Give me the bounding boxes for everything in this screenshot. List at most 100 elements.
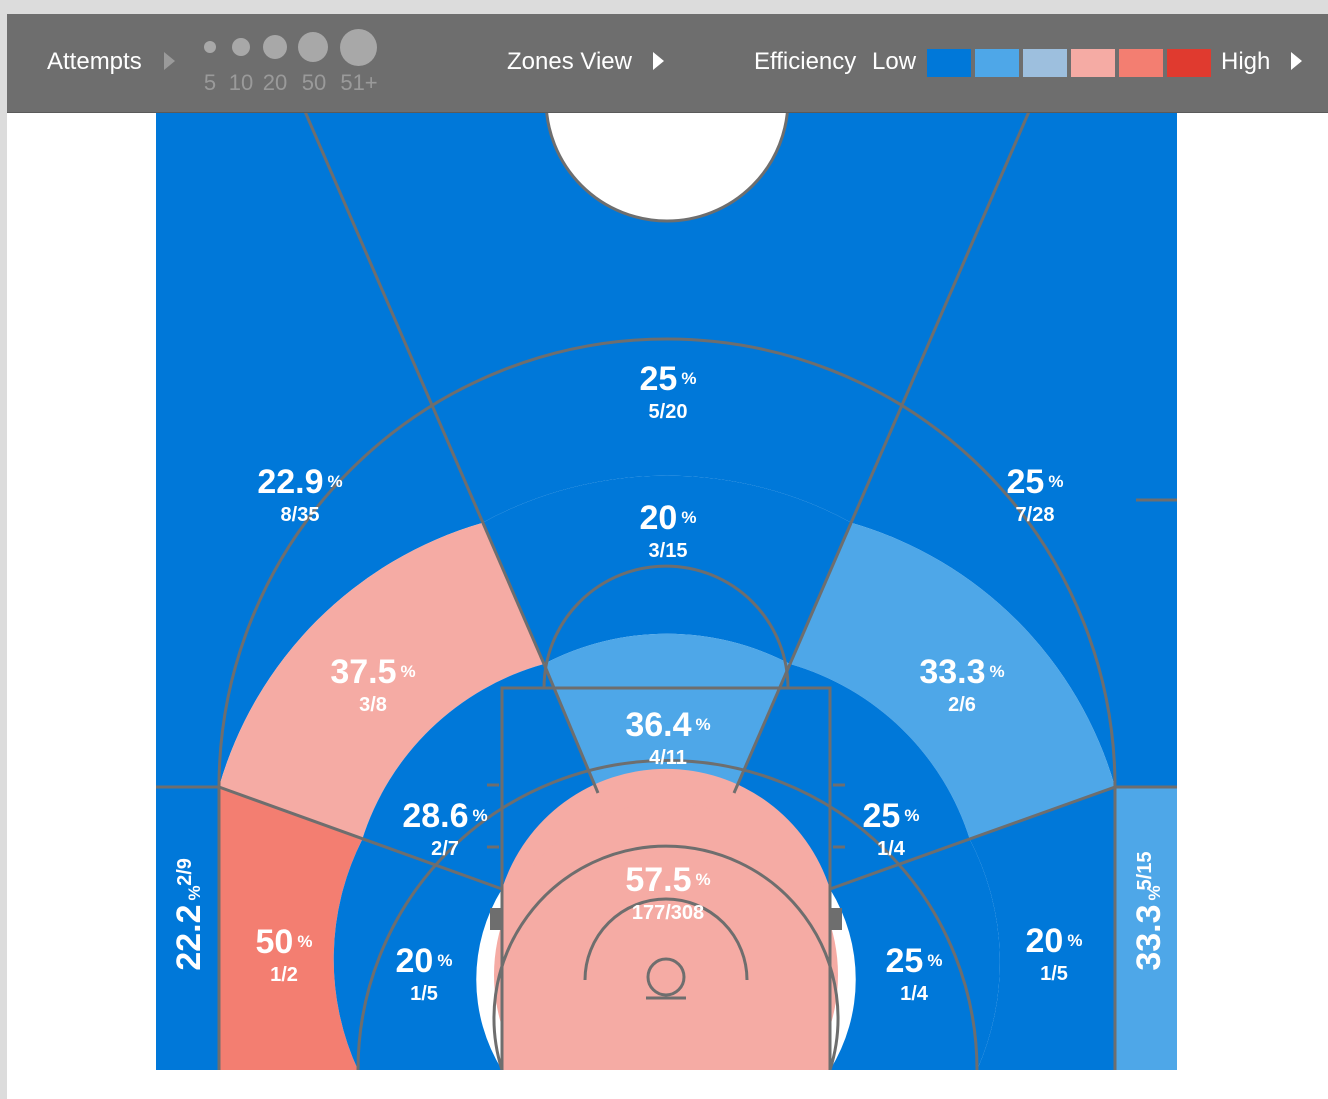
zone-above-break-3-center xyxy=(300,100,1034,523)
zone-pct-long-mid-right-baseline: 20% xyxy=(1026,922,1083,960)
zone-long-mid-right-baseline xyxy=(970,787,1115,1070)
divider-right-long xyxy=(788,100,1036,665)
zone-fraction-short-mid-left-baseline: 1/5 xyxy=(410,983,438,1005)
zones-view-arrow-icon xyxy=(652,52,664,70)
zone-pct-above-break-3-right: 25% xyxy=(1007,463,1064,501)
hoop xyxy=(646,957,686,997)
zone-pct-long-mid-center: 20% xyxy=(640,499,697,537)
zone-pct-corner-3-right: 33.3% xyxy=(1130,885,1168,970)
zone-short-mid-left-baseline xyxy=(333,840,502,1070)
block-left xyxy=(490,908,502,930)
zone-fraction-long-mid-left-baseline: 1/2 xyxy=(270,964,298,986)
free-throw-circle xyxy=(542,564,790,689)
zone-label-above-break-3-right: 25 % 7/28 xyxy=(1007,463,1064,526)
zone-fraction-long-mid-right-wing: 2/6 xyxy=(948,694,976,716)
zone-fraction-short-mid-right: 1/4 xyxy=(877,838,906,860)
size-dot-20 xyxy=(263,35,287,59)
zone-long-mid-center xyxy=(482,475,852,664)
zone-label-long-mid-left-wing: 37.5 % 3/8 xyxy=(330,653,415,716)
zone-label-above-break-3-left: 22.9 % 8/35 xyxy=(257,463,342,526)
zone-pct-long-mid-right-wing: 33.3% xyxy=(919,653,1004,691)
efficiency-swatch-3 xyxy=(1023,49,1067,77)
size-label-50: 50 xyxy=(301,70,327,95)
zone-label-short-mid-left: 28.6 % 2/7 xyxy=(402,797,487,860)
zones-layer xyxy=(156,100,1177,1070)
zone-label-long-mid-left-baseline: 50 %1/2 xyxy=(256,923,313,986)
zone-label-short-mid-right: 25 %1/4 xyxy=(863,797,920,860)
zone-labels-layer: 22.9 % 8/35 25 % 5/20 25 % 7/28 20 % 3/15 37.5 % 3/8 33… xyxy=(170,360,1168,1005)
size-dot-50 xyxy=(298,32,328,62)
zone-label-above-break-3-center: 25 % 5/20 xyxy=(640,360,697,423)
efficiency-high-toggle[interactable]: High xyxy=(1221,48,1303,76)
zone-fraction-restricted-area: 177/308 xyxy=(632,902,704,924)
zone-pct-paint-non-ra: 36.4% xyxy=(625,706,710,744)
zone-pct-short-mid-right: 25% xyxy=(863,797,920,835)
mid-range-arc xyxy=(356,759,979,1070)
zone-fraction-long-mid-right-baseline: 1/5 xyxy=(1040,963,1068,985)
attempts-toggle[interactable]: Attempts xyxy=(47,48,176,76)
zone-paint-non-ra xyxy=(544,633,790,793)
zone-label-short-mid-left-baseline: 20 %1/5 xyxy=(396,942,453,1005)
size-label-5: 5 xyxy=(203,70,217,95)
zones-view-label: Zones View xyxy=(507,48,632,75)
size-label-20: 20 xyxy=(262,70,288,95)
zone-fraction-above-break-3-left: 8/35 xyxy=(281,504,320,526)
zone-label-restricted-area: 57.5 % 177/308 xyxy=(625,861,710,924)
zone-corner-3-right xyxy=(1115,787,1177,1070)
center-circle xyxy=(544,100,790,223)
zone-pct-long-mid-left-baseline: 50% xyxy=(256,923,313,961)
divider-left-long xyxy=(298,100,546,665)
divider-left-mid xyxy=(218,785,503,891)
zone-fraction-corner-3-left: 2/9 xyxy=(174,858,196,886)
court-lines-layer xyxy=(156,100,1177,1070)
efficiency-high-label: High xyxy=(1221,48,1271,75)
zone-short-mid-right xyxy=(734,664,970,889)
zone-long-mid-right-wing xyxy=(790,523,1115,840)
zone-fraction-short-mid-left: 2/7 xyxy=(431,838,459,860)
efficiency-high-arrow-icon xyxy=(1291,52,1303,70)
divider-right-short xyxy=(732,663,792,794)
zone-pct-above-break-3-center: 25% xyxy=(640,360,697,398)
zone-pct-short-mid-left-baseline: 20% xyxy=(396,942,453,980)
zone-long-mid-left-baseline xyxy=(219,787,362,1070)
attempts-arrow-icon xyxy=(164,52,176,70)
zones-view-toggle[interactable]: Zones View xyxy=(507,48,664,76)
ra-arc xyxy=(583,897,749,981)
efficiency-swatch-5 xyxy=(1119,49,1163,77)
size-label-10: 10 xyxy=(228,70,254,95)
page-left-strip xyxy=(0,0,7,1099)
zone-fraction-short-mid-right-baseline: 1/4 xyxy=(900,983,929,1005)
efficiency-swatch-4 xyxy=(1071,49,1115,77)
paint-outline xyxy=(500,686,832,1070)
zone-label-long-mid-center: 20 % 3/15 xyxy=(640,499,697,562)
block-right xyxy=(830,908,842,930)
zone-pct-above-break-3-left: 22.9% xyxy=(257,463,342,501)
zone-label-corner-3-right: 33.3%5/15 xyxy=(1130,852,1168,971)
zone-label-short-mid-right-baseline: 25 %1/4 xyxy=(886,942,943,1005)
zone-short-mid-right-baseline xyxy=(830,840,1000,1070)
zone-pct-short-mid-left: 28.6% xyxy=(402,797,487,835)
zone-label-corner-3-left: 22.2%2/9 xyxy=(170,858,208,971)
efficiency-label: Efficiency xyxy=(754,48,857,75)
zone-corner-3-left xyxy=(156,787,219,1070)
zone-pct-restricted-area: 57.5% xyxy=(625,861,710,899)
page-top-strip xyxy=(0,0,1328,14)
toolbar: Attempts 5 10 20 50 51+ Zones View Effic… xyxy=(7,14,1328,113)
restricted-circle xyxy=(492,844,840,1070)
size-label-51plus: 51+ xyxy=(340,70,378,95)
zone-fraction-long-mid-left-wing: 3/8 xyxy=(359,694,387,716)
zone-fraction-corner-3-right: 5/15 xyxy=(1134,852,1156,891)
attempts-label: Attempts xyxy=(47,48,142,75)
zone-above-break-3-left xyxy=(156,100,482,787)
zone-label-long-mid-right-baseline: 20 %1/5 xyxy=(1026,922,1083,985)
zone-pct-short-mid-right-baseline: 25% xyxy=(886,942,943,980)
zone-label-long-mid-right-wing: 33.3 % 2/6 xyxy=(919,653,1004,716)
divider-right-mid xyxy=(829,785,1116,891)
zone-fraction-above-break-3-center: 5/20 xyxy=(649,401,688,423)
efficiency-swatch-2 xyxy=(975,49,1019,77)
three-point-arc xyxy=(217,337,1117,788)
size-dot-10 xyxy=(232,38,250,56)
zone-pct-corner-3-left: 22.2% xyxy=(170,885,208,970)
zone-fraction-paint-non-ra: 4/11 xyxy=(649,747,687,769)
